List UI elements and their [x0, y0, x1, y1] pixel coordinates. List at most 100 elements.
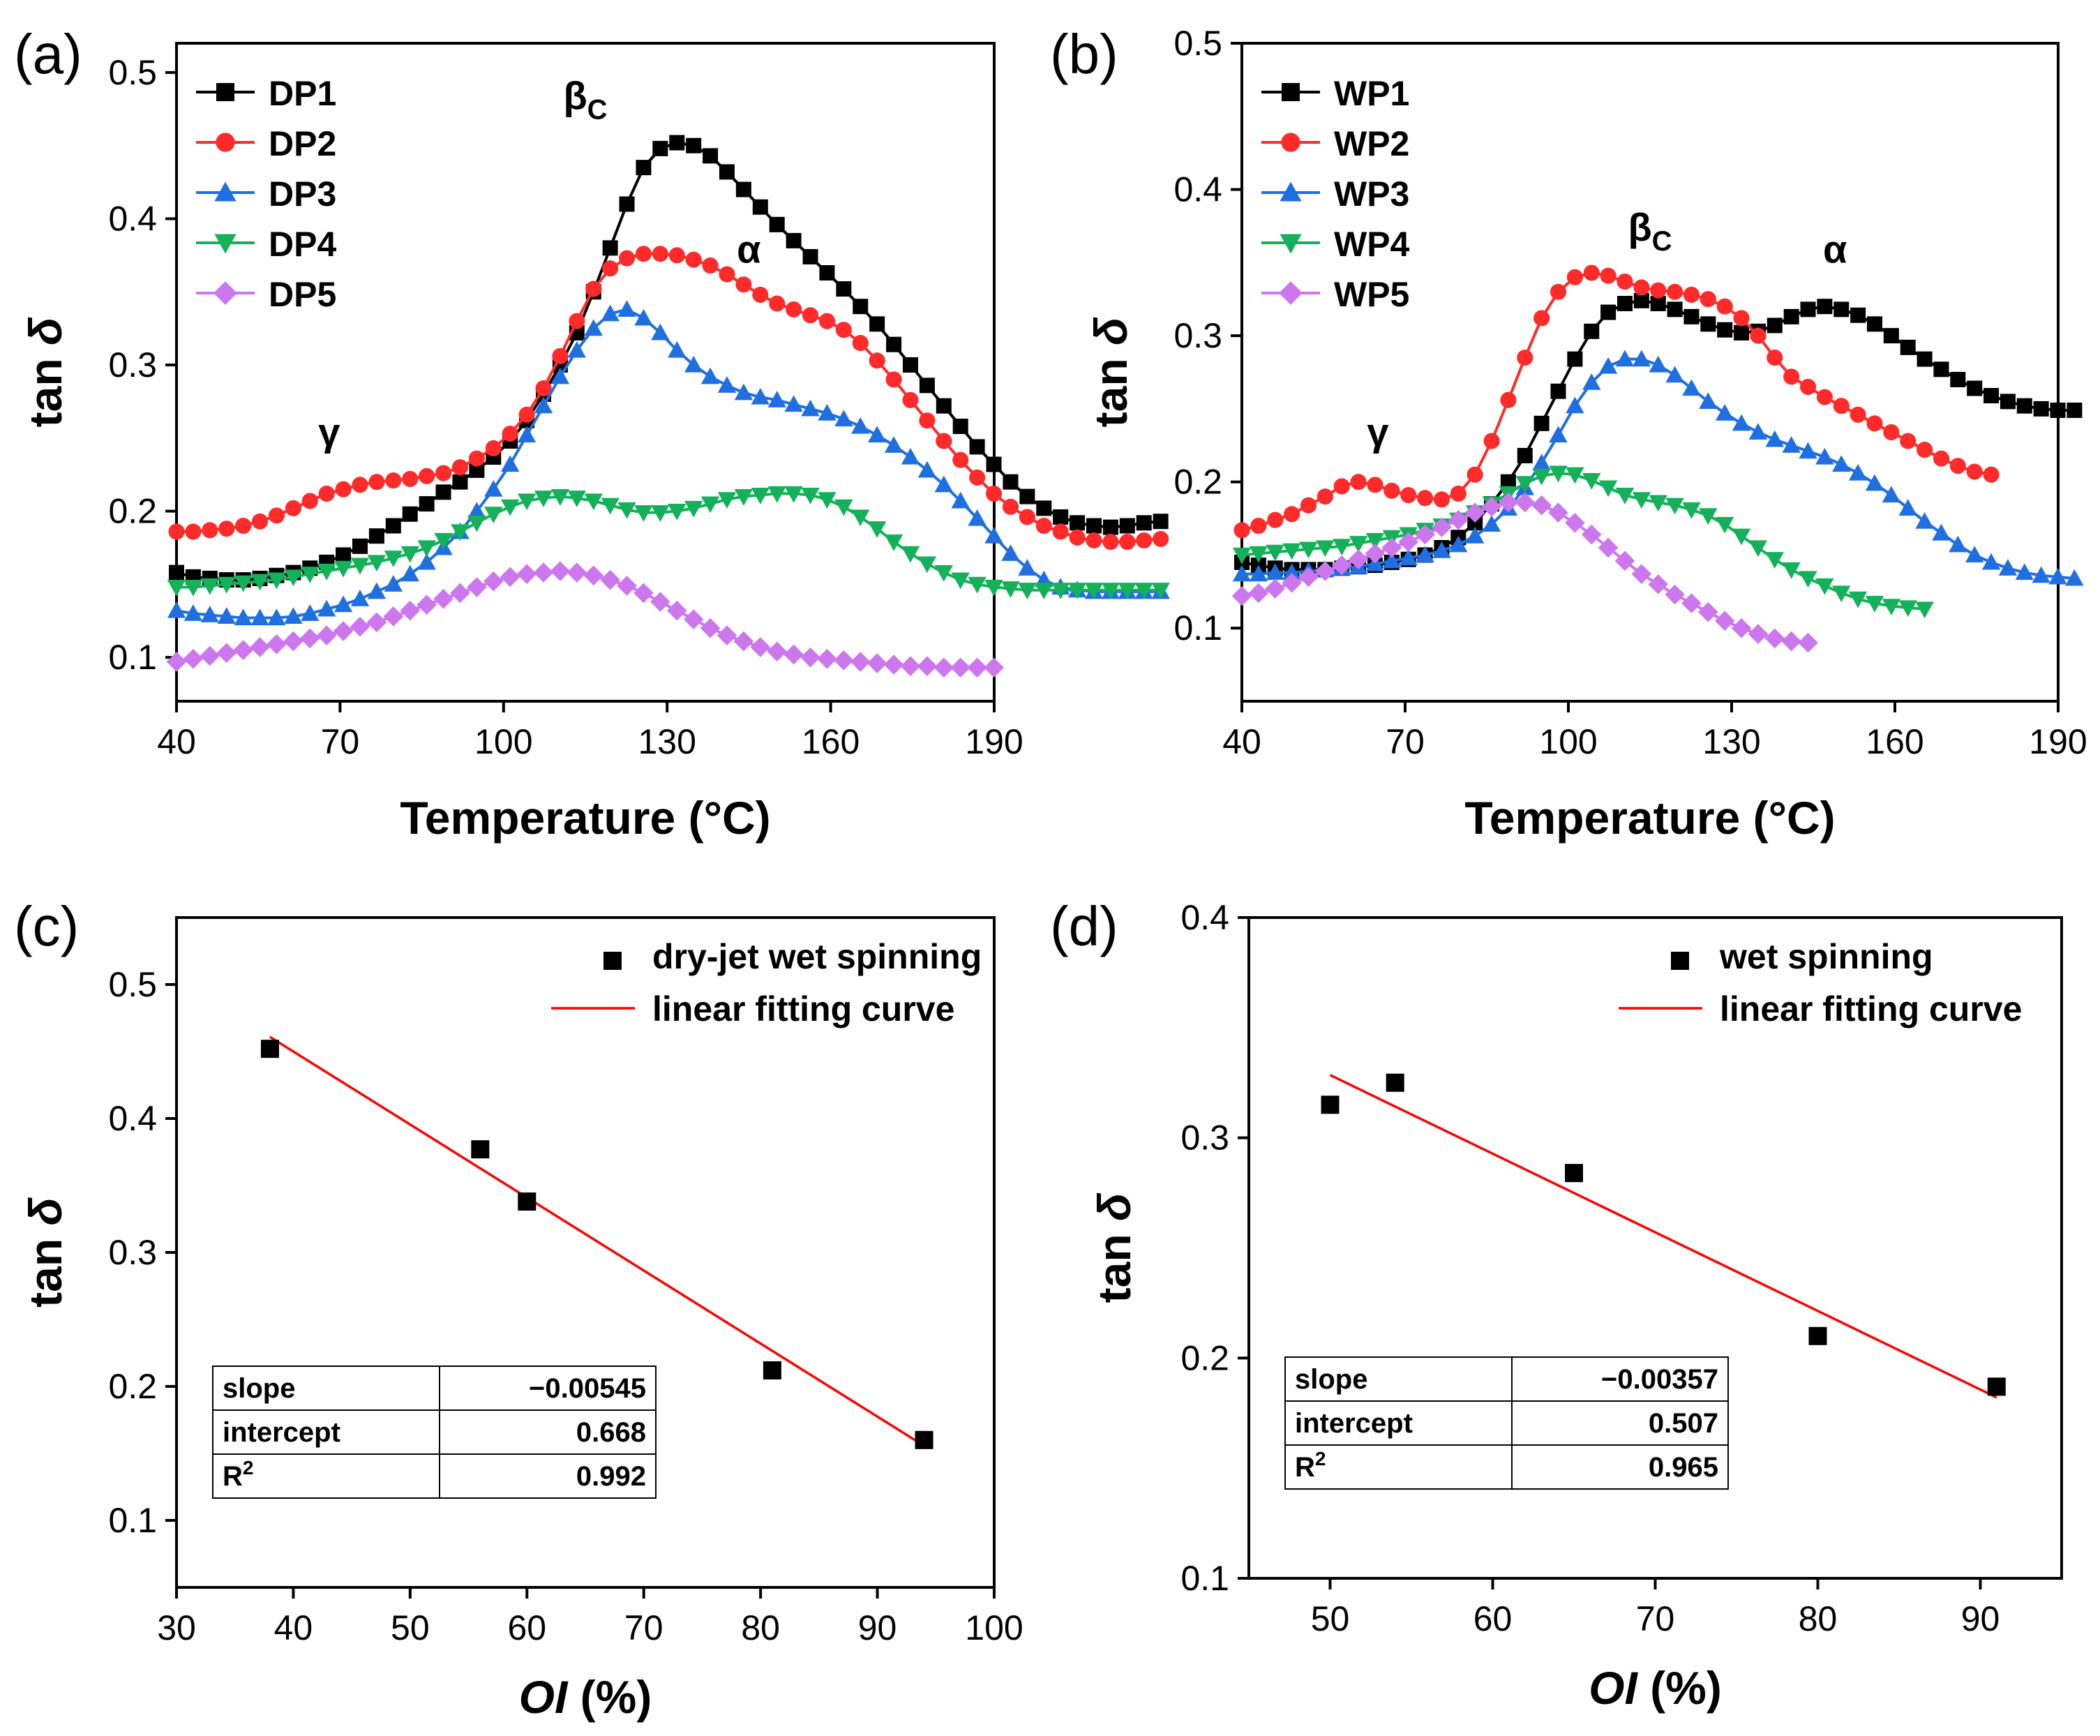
y-tick-label: 0.4 — [108, 199, 157, 238]
x-tick-label: 130 — [638, 722, 696, 761]
data-point-WP1 — [1617, 296, 1633, 312]
data-point-DP4 — [584, 493, 603, 511]
data-point-DP3 — [250, 608, 269, 626]
panel-label: (b) — [1050, 23, 1118, 85]
data-point-DP1 — [819, 265, 835, 281]
data-point-DP4 — [668, 504, 687, 521]
legend-label: dry-jet wet spinning — [652, 937, 982, 976]
x-tick-label: 100 — [1539, 722, 1597, 761]
data-point-DP2 — [285, 500, 301, 516]
data-point-DP3 — [484, 479, 503, 497]
data-point-WP1 — [1833, 301, 1850, 317]
data-point-DP4 — [417, 540, 436, 558]
data-point-WP1 — [2067, 402, 2083, 418]
data-point-WP4 — [1815, 578, 1834, 595]
data-point-DP3 — [167, 601, 186, 618]
legend-marker — [216, 83, 234, 101]
peak-annotation: γ — [318, 410, 340, 454]
data-point-DP5 — [800, 647, 820, 668]
data-point-WP4 — [1232, 547, 1252, 564]
data-point-WP3 — [1748, 423, 1768, 440]
data-point-WP5 — [1614, 551, 1635, 571]
data-point-DP2 — [952, 451, 969, 468]
data-point-DP5 — [450, 583, 470, 604]
data-point-DP3 — [384, 575, 403, 592]
table-cell-label: intercept — [223, 1417, 340, 1448]
data-point — [1808, 1326, 1827, 1345]
legend-label: WP2 — [1334, 124, 1409, 163]
legend-entry-WP5: WP5 — [1261, 275, 1409, 314]
data-point-DP1 — [769, 216, 785, 232]
data-point-DP5 — [400, 600, 421, 621]
x-tick-label: 90 — [858, 1608, 897, 1647]
y-tick-label: 0.3 — [108, 345, 157, 384]
data-point-DP4 — [1035, 583, 1053, 599]
data-point-DP4 — [250, 574, 269, 591]
data-point-WP2 — [1333, 478, 1350, 495]
data-point-DP1 — [636, 160, 652, 176]
legend-marker — [1280, 181, 1302, 202]
data-point-WP3 — [1765, 430, 1784, 447]
data-point-WP1 — [2050, 402, 2066, 418]
data-point-WP2 — [1467, 466, 1483, 483]
data-point-WP4 — [1699, 508, 1718, 525]
data-point-WP5 — [1648, 574, 1668, 594]
data-point-WP3 — [2065, 569, 2084, 586]
data-point-WP5 — [1665, 584, 1685, 605]
data-point-DP5 — [817, 648, 837, 669]
data-point-DP5 — [550, 561, 571, 581]
data-point-DP1 — [1053, 509, 1069, 525]
y-tick-label: 0.4 — [1180, 898, 1229, 937]
data-point-DP2 — [818, 313, 835, 329]
data-point-DP4 — [234, 575, 253, 592]
data-point-WP3 — [1449, 535, 1468, 553]
data-point-DP2 — [202, 522, 218, 539]
data-point-DP3 — [284, 607, 303, 624]
data-point-WP3 — [1665, 366, 1684, 383]
data-point-WP3 — [1266, 563, 1284, 581]
data-point-WP5 — [1265, 578, 1286, 599]
data-point-WP5 — [1365, 544, 1386, 564]
data-point-DP4 — [634, 505, 653, 522]
data-point-DP3 — [1018, 559, 1037, 576]
data-point-DP1 — [802, 248, 818, 264]
data-point-DP3 — [801, 399, 820, 417]
data-point-DP5 — [950, 657, 971, 678]
data-point-DP1 — [686, 137, 702, 154]
data-point-DP2 — [852, 335, 869, 352]
data-point-WP5 — [1248, 583, 1269, 604]
data-point-DP3 — [200, 606, 220, 622]
data-point-DP2 — [635, 246, 652, 262]
data-point-DP2 — [902, 391, 919, 408]
data-point-WP3 — [2048, 567, 2067, 585]
data-point-DP2 — [919, 412, 936, 429]
data-point-DP4 — [217, 576, 236, 594]
data-point-DP2 — [435, 465, 452, 481]
data-point-WP3 — [1432, 541, 1451, 558]
data-point-DP5 — [483, 571, 504, 592]
data-point-DP1 — [1153, 514, 1169, 530]
y-tick-label: 0.3 — [1180, 1118, 1229, 1158]
data-point-WP2 — [1667, 283, 1683, 300]
data-point-DP1 — [886, 336, 902, 352]
y-tick-label: 0.2 — [108, 492, 157, 531]
x-tick-label: 190 — [965, 722, 1023, 761]
data-point-WP5 — [1515, 492, 1536, 513]
data-point-DP2 — [1136, 532, 1153, 549]
y-tick-label: 0.5 — [108, 965, 157, 1004]
data-point-DP3 — [684, 355, 703, 373]
data-point-DP2 — [402, 470, 419, 488]
x-tick-label: 50 — [1311, 1599, 1350, 1638]
data-point-DP1 — [786, 232, 802, 248]
peak-annotation: βC — [563, 73, 607, 125]
data-point-DP2 — [652, 246, 668, 262]
series-WP5 — [1231, 492, 1818, 653]
data-point-DP5 — [366, 612, 387, 633]
legend-label: linear fitting curve — [1720, 989, 2022, 1028]
legend-label: DP2 — [269, 124, 336, 163]
data-point-WP1 — [1767, 317, 1783, 334]
data-point-DP4 — [500, 499, 520, 516]
data-point-WP4 — [1732, 528, 1751, 546]
data-point-DP5 — [299, 628, 320, 649]
data-point-WP4 — [1365, 532, 1385, 550]
